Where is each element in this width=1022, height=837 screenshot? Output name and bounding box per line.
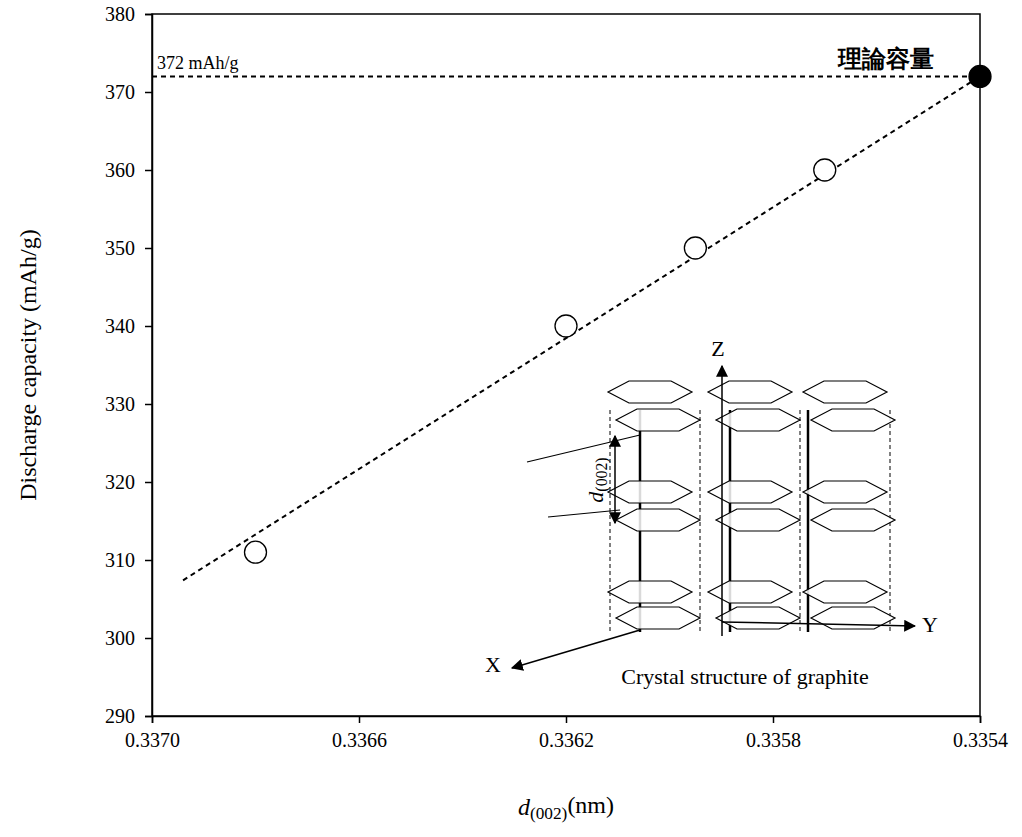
inset-hexagon	[616, 607, 700, 629]
inset-guide	[700, 410, 701, 632]
annotation: 372 mAh/g	[157, 53, 239, 73]
inset-leader	[548, 510, 620, 517]
y-tick-mark	[145, 14, 152, 16]
y-tick: 300	[105, 627, 152, 649]
x-tick-label: 0.3358	[746, 729, 801, 751]
y-tick: 290	[105, 705, 152, 727]
x-tick: 0.3366	[332, 716, 387, 751]
y-tick-label: 320	[105, 471, 135, 493]
inset-axis-label: Z	[711, 336, 724, 361]
y-tick-label: 350	[105, 237, 135, 259]
y-tick-label: 310	[105, 549, 135, 571]
inset-hexagon	[803, 481, 887, 503]
y-tick-mark	[145, 404, 152, 406]
inset-guide	[800, 410, 801, 632]
y-tick-mark	[145, 716, 152, 718]
y-tick-label: 370	[105, 81, 135, 103]
y-axis: 290 300 310 320 330 340 350 360 370 380	[105, 3, 153, 727]
x-tick: 0.3362	[539, 716, 594, 751]
annotation: 理論容量	[837, 45, 934, 73]
graphite-inset: X Y Zd(002) Crystal structure of graphite	[485, 336, 938, 689]
x-tick: 0.3354	[953, 716, 1008, 751]
x-axis-title: d(002)(nm)	[518, 792, 614, 823]
y-tick-mark	[145, 248, 152, 250]
y-tick-label: 300	[105, 627, 135, 649]
inset-hexagon	[616, 509, 700, 531]
inset-axis-label: X	[485, 652, 501, 677]
inset-hexagon	[608, 581, 692, 603]
inset-title: Crystal structure of graphite	[621, 664, 868, 689]
y-tick-label: 290	[105, 705, 135, 727]
inset-leader	[527, 435, 640, 462]
y-tick: 330	[105, 393, 152, 415]
y-tick: 310	[105, 549, 152, 571]
x-tick-label: 0.3354	[953, 729, 1008, 751]
y-tick-label: 360	[105, 159, 135, 181]
inset-hexagon	[811, 509, 895, 531]
inset-hexagon	[708, 481, 792, 503]
inset-guide	[610, 410, 611, 632]
data-point	[684, 237, 706, 259]
inset-hexagon	[803, 381, 887, 403]
y-tick: 340	[105, 315, 152, 337]
x-tick-label: 0.3366	[332, 729, 387, 751]
inset-hexagon	[716, 409, 800, 431]
y-tick-mark	[145, 560, 152, 562]
line-series	[152, 75, 980, 77]
data-point	[969, 65, 991, 87]
inset-hexagon	[716, 509, 800, 531]
x-tick-label: 0.3370	[125, 729, 180, 751]
data-point	[555, 315, 577, 337]
y-axis-title: Discharge capacity (mAh/g)	[15, 229, 41, 500]
inset-guide	[807, 410, 810, 632]
line-series	[183, 76, 980, 580]
y-tick-label: 380	[105, 3, 135, 25]
y-tick-label: 340	[105, 315, 135, 337]
y-tick-mark	[145, 482, 152, 484]
inset-axis-label: Y	[922, 612, 938, 637]
inset-arrow	[722, 622, 915, 626]
inset-spacing-label: d(002)	[583, 457, 611, 502]
inset-hexagon	[708, 581, 792, 603]
inset-hexagon	[811, 409, 895, 431]
y-tick: 360	[105, 159, 152, 181]
plot-marks	[152, 65, 991, 580]
y-tick-mark	[145, 92, 152, 94]
y-tick-label: 330	[105, 393, 135, 415]
inset-hexagon	[608, 481, 692, 503]
chart: 0.3370 0.3366 0.3362 0.3358 0.3354 290 300 310 3…	[0, 0, 1022, 837]
x-tick-mark	[359, 716, 361, 723]
x-tick-mark	[773, 716, 775, 723]
y-tick-mark	[145, 638, 152, 640]
x-tick-mark	[980, 716, 982, 723]
y-tick-mark	[145, 170, 152, 172]
inset-hexagon	[708, 381, 792, 403]
x-axis-line	[153, 717, 981, 724]
y-tick: 370	[105, 81, 152, 103]
inset-hexagon	[716, 607, 800, 629]
data-point	[814, 159, 836, 181]
inset-arrow	[512, 630, 640, 668]
inset-hexagon	[608, 381, 692, 403]
x-tick: 0.3358	[746, 716, 801, 751]
x-axis: 0.3370 0.3366 0.3362 0.3358 0.3354	[125, 716, 1008, 751]
inset-hexagon	[616, 409, 700, 431]
y-axis-line	[145, 15, 153, 717]
plot-frame	[152, 14, 980, 716]
x-tick-mark	[566, 716, 568, 723]
inset-arrow	[721, 366, 723, 636]
y-tick-mark	[145, 326, 152, 328]
data-point	[245, 541, 267, 563]
y-tick: 320	[105, 471, 152, 493]
x-tick-label: 0.3362	[539, 729, 594, 751]
y-tick: 350	[105, 237, 152, 259]
y-tick: 380	[105, 3, 152, 25]
inset-hexagon	[803, 581, 887, 603]
